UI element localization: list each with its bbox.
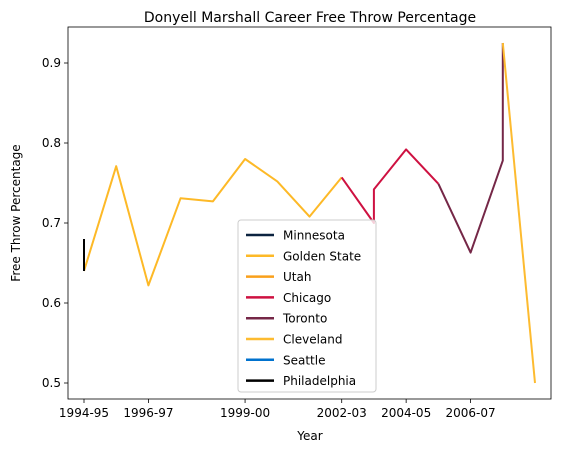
y-tick-label: 0.5 bbox=[42, 376, 61, 390]
series-line-toronto bbox=[437, 43, 504, 254]
legend-label-utah: Utah bbox=[283, 270, 311, 284]
legend-label-cleveland: Cleveland bbox=[283, 333, 343, 347]
plot-series bbox=[83, 42, 536, 384]
series-line-chicago bbox=[340, 148, 440, 224]
legend: Minnesota Golden State Utah Chicago Toronto C… bbox=[237, 219, 377, 393]
legend-label-toronto: Toronto bbox=[282, 312, 327, 326]
x-tick-label: 1994-95 bbox=[59, 406, 109, 420]
x-axis-label: Year bbox=[296, 429, 322, 443]
legend-label-golden-state: Golden State bbox=[283, 249, 361, 263]
legend-label-philadelphia: Philadelphia bbox=[283, 374, 356, 388]
x-tick-label: 1996-97 bbox=[123, 406, 173, 420]
x-axis: 1994-95 1996-97 1999-00 2002-03 2004-05 2006-… bbox=[59, 399, 496, 420]
x-tick-label: 2002-03 bbox=[317, 406, 367, 420]
y-axis: 0.5 0.6 0.7 0.8 0.9 bbox=[42, 56, 68, 390]
chart-title: Donyell Marshall Career Free Throw Perce… bbox=[144, 10, 476, 26]
x-tick-label: 1999-00 bbox=[220, 406, 270, 420]
y-tick-label: 0.7 bbox=[42, 216, 61, 230]
y-axis-label: Free Throw Percentage bbox=[9, 144, 23, 281]
legend-label-chicago: Chicago bbox=[283, 291, 331, 305]
legend-frame bbox=[237, 219, 377, 393]
y-tick-label: 0.6 bbox=[42, 296, 61, 310]
series-line-cleveland bbox=[501, 42, 536, 384]
legend-label-minnesota: Minnesota bbox=[283, 229, 345, 243]
plot-frame bbox=[67, 26, 552, 400]
x-tick-label: 2004-05 bbox=[381, 406, 431, 420]
x-tick-label: 2006-07 bbox=[446, 406, 496, 420]
y-tick-label: 0.9 bbox=[42, 56, 61, 70]
series-line-golden-state bbox=[83, 158, 343, 287]
y-tick-label: 0.8 bbox=[42, 136, 61, 150]
legend-label-seattle: Seattle bbox=[283, 353, 325, 367]
